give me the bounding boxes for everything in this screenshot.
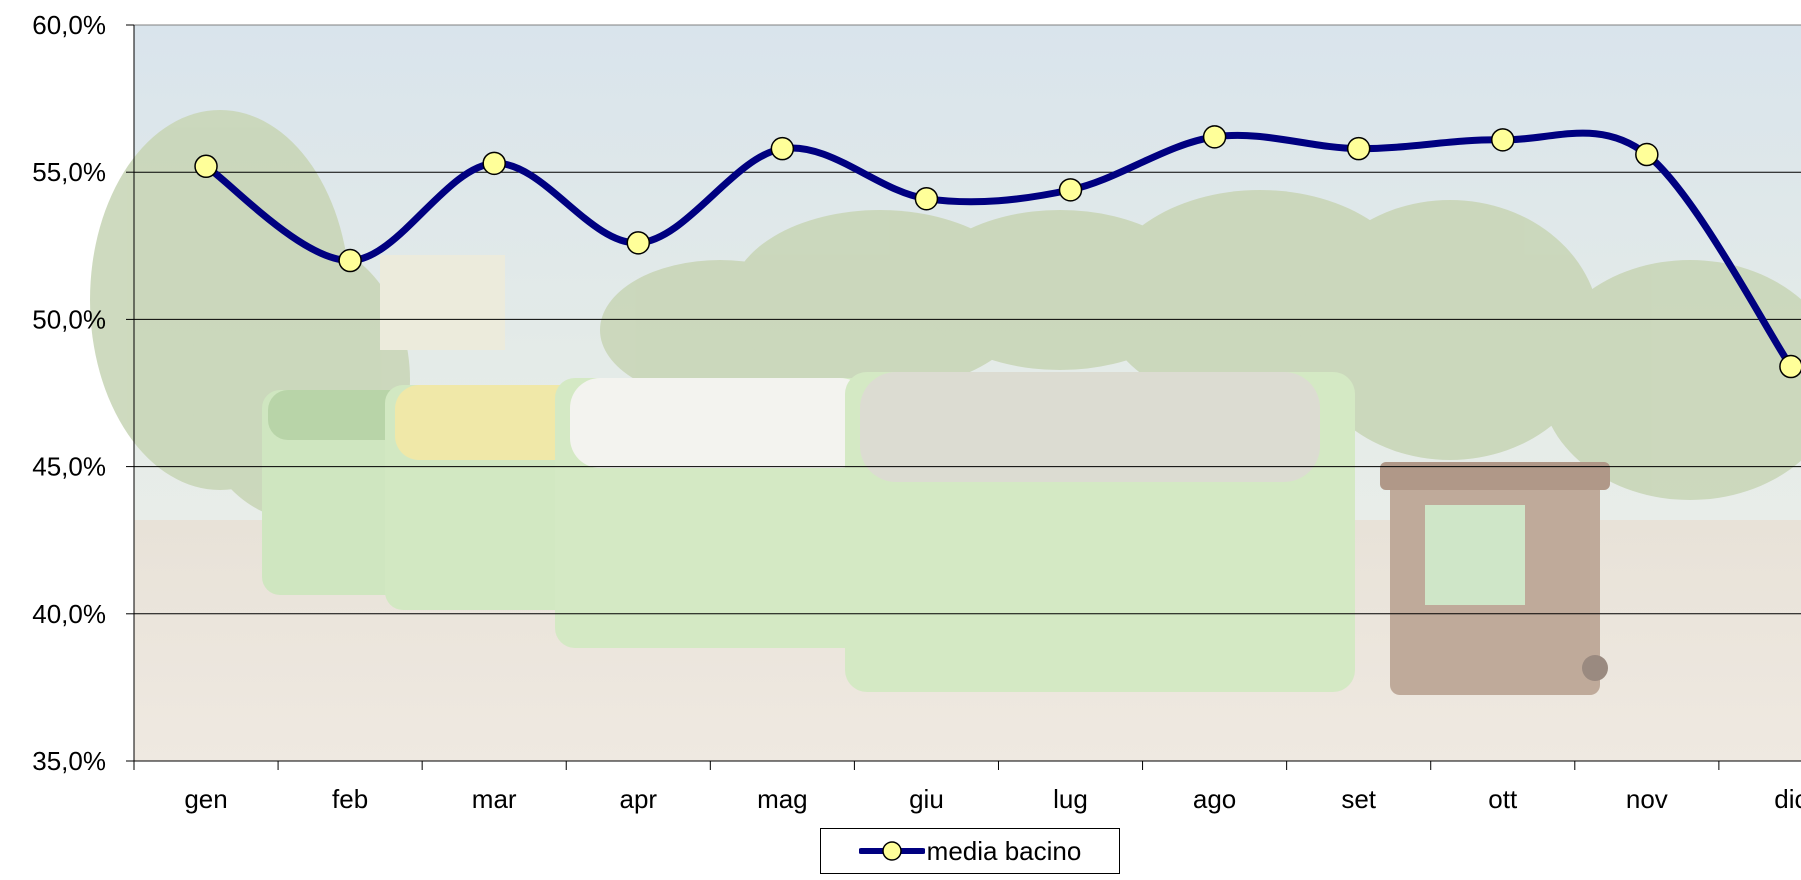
waste-bins: [262, 255, 1610, 695]
x-tick-label: ago: [1193, 784, 1236, 814]
y-tick-label: 40,0%: [32, 599, 106, 629]
x-tick-label: nov: [1626, 784, 1668, 814]
data-point[interactable]: [626, 231, 651, 255]
data-point[interactable]: [194, 154, 218, 179]
legend-label: media bacino: [926, 835, 1082, 866]
legend: media bacino: [820, 828, 1120, 874]
y-tick-label: 55,0%: [32, 157, 106, 187]
data-point[interactable]: [1058, 178, 1083, 202]
gridlines: [134, 171, 1801, 615]
y-tick-label: 45,0%: [32, 452, 106, 482]
data-point[interactable]: [338, 248, 362, 273]
data-point[interactable]: [482, 151, 506, 176]
x-tick-label: giu: [909, 784, 944, 814]
data-point[interactable]: [1635, 142, 1659, 167]
data-point[interactable]: [1779, 354, 1801, 379]
x-tick-label: apr: [619, 784, 657, 814]
axes: [126, 24, 1801, 770]
x-tick-label: gen: [184, 784, 227, 814]
x-tick-label: feb: [332, 784, 368, 814]
x-tick-label: mag: [757, 784, 808, 814]
background-photo: [90, 25, 1801, 761]
legend-marker-icon: [858, 841, 925, 861]
y-tick-label: 60,0%: [32, 10, 106, 40]
series-line-media-bacino: [202, 129, 1795, 371]
data-point[interactable]: [914, 186, 939, 211]
data-point[interactable]: [770, 136, 795, 161]
data-point[interactable]: [1491, 128, 1515, 152]
series-lines: [202, 129, 1795, 371]
y-tick-label: 50,0%: [32, 304, 106, 334]
data-point[interactable]: [1202, 125, 1227, 149]
x-tick-labels: gen feb mar apr mag giu lug ago set ott nov dic: [184, 784, 1801, 814]
x-tick-label: lug: [1053, 784, 1088, 814]
x-tick-label: mar: [472, 784, 517, 814]
x-tick-label: ott: [1488, 784, 1518, 814]
series-markers: [194, 125, 1801, 379]
x-tick-label: dic: [1774, 784, 1801, 814]
x-tick-label: set: [1341, 784, 1376, 814]
y-tick-label: 35,0%: [32, 746, 106, 776]
data-point[interactable]: [1346, 136, 1371, 161]
y-tick-labels: 35,0% 40,0% 45,0% 50,0% 55,0% 60,0%: [32, 10, 106, 776]
